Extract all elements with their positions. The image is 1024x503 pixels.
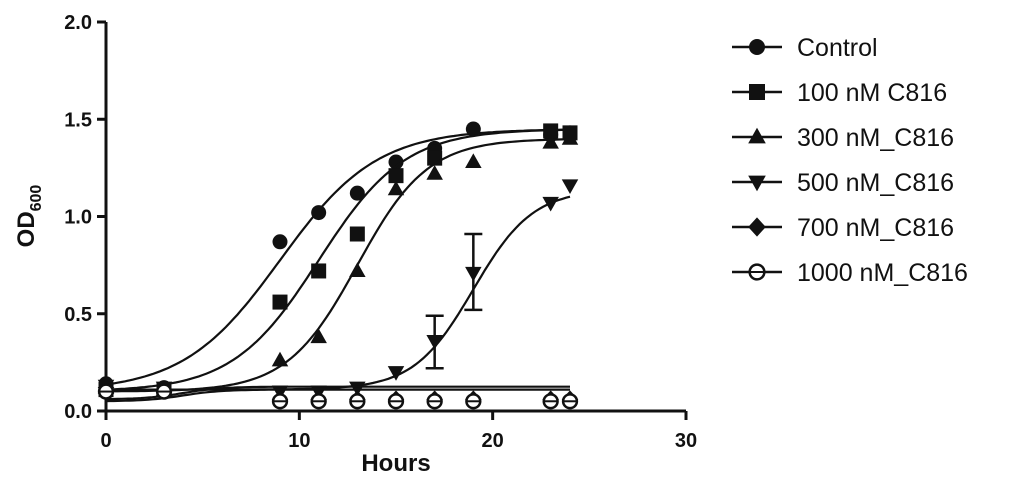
legend-marker (748, 127, 766, 144)
x-tick-label: 0 (100, 430, 111, 452)
legend-item: Control (732, 34, 878, 62)
data-point (543, 123, 559, 139)
x-tick-label: 10 (288, 430, 310, 452)
legend-label: 300 nM_C816 (797, 124, 954, 152)
y-tick-label: 1.0 (64, 207, 92, 229)
data-point (465, 153, 482, 169)
series-open-circle (97, 383, 579, 410)
data-point (388, 168, 404, 184)
series-square (98, 123, 578, 398)
data-point (349, 393, 366, 410)
y-tick-label: 0.5 (64, 304, 92, 326)
legend-item: 1000 nM_C816 (732, 259, 968, 287)
data-point (271, 351, 289, 367)
series-circle (98, 121, 578, 396)
fit-curve (106, 385, 570, 401)
data-point (426, 334, 443, 350)
legend-item: 700 nM_C816 (732, 214, 954, 242)
data-point (388, 154, 404, 170)
data-point (426, 165, 443, 180)
data-point (465, 121, 481, 137)
legend: Control 100 nM C816 300 nM_C816 500 nM_C816… (732, 34, 968, 287)
data-point (542, 133, 559, 149)
data-point (387, 366, 405, 381)
y-axis-label: OD600 (13, 185, 45, 248)
y-axis-label-subscript: 600 (28, 185, 45, 212)
fit-curve (106, 195, 571, 391)
data-point (349, 185, 365, 201)
data-point (155, 383, 173, 400)
x-tick-label: 30 (675, 430, 697, 452)
data-point (542, 393, 559, 410)
legend-marker (748, 263, 766, 281)
y-axis-label-group: OD600 (13, 185, 45, 248)
data-point (426, 393, 443, 410)
fit-curve (105, 128, 571, 391)
legend-marker (749, 84, 765, 100)
data-point (561, 393, 579, 410)
series-triangle-up (97, 130, 579, 396)
legend-marker (748, 217, 766, 237)
data-point (97, 383, 115, 400)
y-ticks: 0.0 0.5 1.0 1.5 2.0 (64, 12, 106, 423)
axes: 0.0 0.5 1.0 1.5 2.0 0 10 20 30 Hours OD600 (13, 12, 697, 477)
data-point (272, 294, 288, 310)
x-axis-label: Hours (361, 450, 430, 477)
data-point (465, 266, 482, 282)
x-ticks: 0 10 20 30 (100, 411, 697, 452)
data-point (349, 226, 365, 242)
data-point (561, 130, 579, 145)
plot-area (97, 121, 579, 410)
data-point (271, 393, 289, 410)
legend-label: 100 nM C816 (797, 79, 947, 107)
data-point (387, 393, 405, 410)
data-point (561, 179, 579, 195)
legend-item: 300 nM_C816 (732, 124, 954, 152)
legend-label: 500 nM_C816 (797, 169, 954, 197)
data-point (349, 262, 366, 277)
y-tick-label: 2.0 (64, 12, 92, 34)
legend-item: 100 nM C816 (732, 79, 947, 107)
data-point (272, 234, 288, 250)
legend-item: 500 nM_C816 (732, 169, 954, 197)
data-point (311, 263, 327, 279)
x-tick-label: 20 (482, 430, 504, 452)
legend-marker (748, 175, 766, 192)
data-point (465, 393, 482, 410)
legend-label: Control (797, 34, 878, 62)
y-axis-label-main: OD (13, 211, 40, 247)
legend-label: 700 nM_C816 (797, 214, 954, 242)
fit-curve (105, 128, 571, 386)
y-tick-label: 1.5 (64, 109, 92, 131)
data-point (387, 180, 405, 196)
legend-label: 1000 nM_C816 (797, 259, 968, 287)
data-point (310, 328, 327, 344)
y-tick-label: 0.0 (64, 401, 92, 423)
data-point (542, 196, 559, 212)
legend-marker (749, 39, 765, 55)
fit-curve (105, 388, 570, 403)
data-point (310, 393, 327, 410)
data-point (311, 205, 327, 221)
fit-curve (105, 138, 571, 393)
